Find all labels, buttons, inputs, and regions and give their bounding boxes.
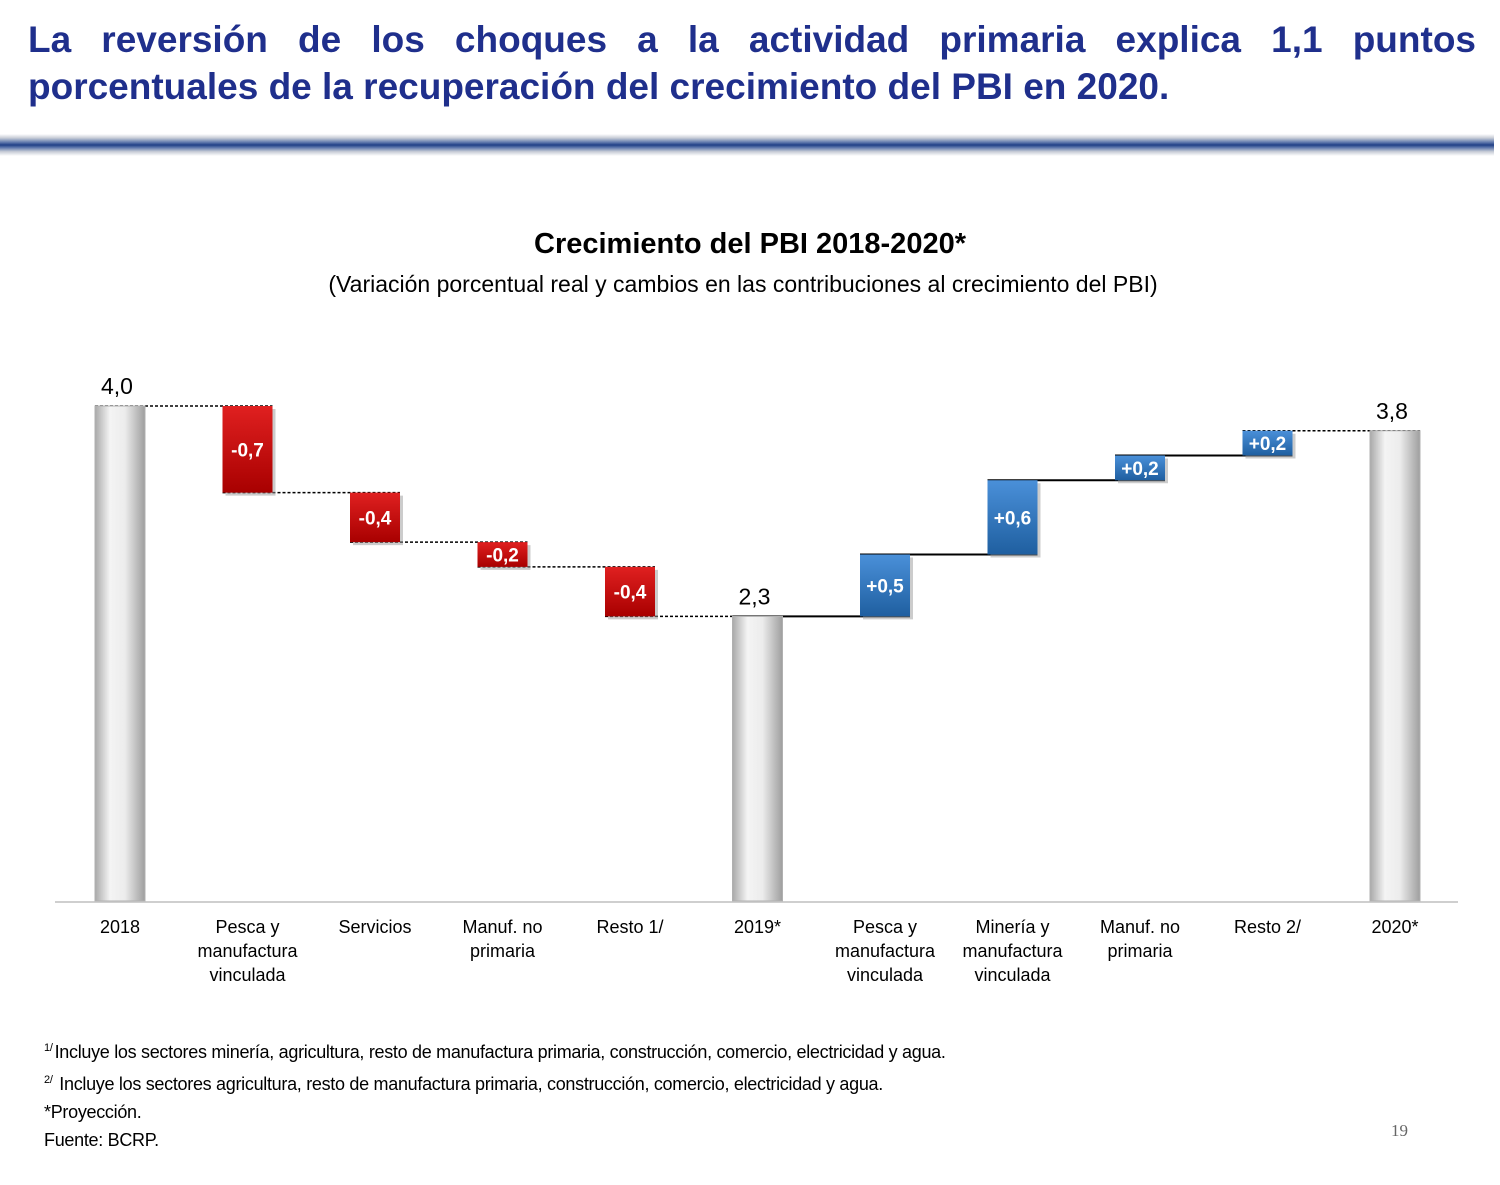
footnote-2-mark: 2/ bbox=[44, 1074, 53, 1086]
change-value-label: -0,2 bbox=[486, 546, 519, 567]
increase-bar bbox=[1115, 455, 1165, 481]
x-tick-label: Minería y bbox=[975, 917, 1049, 937]
change-value-label: -0,4 bbox=[359, 508, 392, 529]
slide-headline: La reversión de los choques a la activid… bbox=[28, 19, 1476, 107]
increase-bar bbox=[1242, 430, 1293, 456]
x-tick-label: Pesca y bbox=[215, 917, 279, 937]
decrease-bar bbox=[605, 566, 655, 617]
footnote-2: 2/ Incluye los sectores agricultura, res… bbox=[44, 1066, 946, 1098]
x-tick-label: vinculada bbox=[847, 965, 924, 985]
footnote-1-text: Incluye los sectores minería, agricultur… bbox=[54, 1042, 946, 1062]
change-value-label: -0,4 bbox=[614, 583, 647, 604]
chart-subtitle: (Variación porcentual real y cambios en … bbox=[328, 271, 1158, 297]
change-value-label: +0,6 bbox=[994, 508, 1032, 529]
change-value-label: +0,2 bbox=[1121, 459, 1159, 480]
change-value-label: -0,7 bbox=[231, 440, 264, 461]
total-bar bbox=[94, 405, 146, 902]
x-tick-label: manufactura bbox=[962, 941, 1063, 961]
x-tick-label: manufactura bbox=[835, 941, 936, 961]
x-tick-label: vinculada bbox=[209, 965, 286, 985]
x-tick-label: Servicios bbox=[338, 917, 411, 937]
chart-title: Crecimiento del PBI 2018-2020* bbox=[534, 228, 966, 260]
source-note: Fuente: BCRP. bbox=[44, 1130, 159, 1150]
footnote-projection: *Proyección. bbox=[44, 1102, 142, 1122]
change-value-label: +0,5 bbox=[866, 576, 904, 597]
footnote-1-mark: 1/ bbox=[44, 1042, 53, 1054]
waterfall-chart: 4,0 2018 -0,7 Pesca y manufactura vinculada -0… bbox=[55, 373, 1458, 985]
footnote-1: 1/Incluye los sectores minería, agricult… bbox=[44, 1034, 946, 1066]
x-tick-label: 2019* bbox=[734, 917, 781, 937]
footnotes: 1/Incluye los sectores minería, agricult… bbox=[44, 1034, 946, 1154]
total-bar bbox=[732, 615, 783, 902]
x-tick-label: Resto 2/ bbox=[1234, 917, 1301, 937]
increase-bar bbox=[987, 480, 1038, 555]
x-tick-label: Resto 1/ bbox=[596, 917, 663, 937]
x-tick-label: 2018 bbox=[100, 917, 140, 937]
total-value-label: 3,8 bbox=[1376, 398, 1408, 424]
page-number: 19 bbox=[1391, 1121, 1408, 1140]
x-tick-label: primaria bbox=[1107, 941, 1173, 961]
x-tick-label: 2020* bbox=[1371, 917, 1418, 937]
x-tick-label: Manuf. no bbox=[462, 917, 542, 937]
decrease-bar bbox=[477, 542, 528, 567]
change-value-label: +0,2 bbox=[1249, 434, 1287, 455]
total-bar bbox=[1369, 430, 1421, 902]
footnote-2-text: Incluye los sectores agricultura, resto … bbox=[59, 1074, 883, 1094]
decrease-bar bbox=[222, 406, 273, 493]
x-tick-label: Pesca y bbox=[853, 917, 917, 937]
total-value-label: 4,0 bbox=[101, 373, 133, 399]
x-tick-label: manufactura bbox=[197, 941, 298, 961]
total-value-label: 2,3 bbox=[739, 583, 771, 609]
header-divider bbox=[0, 134, 1494, 156]
x-tick-label: vinculada bbox=[974, 965, 1051, 985]
decrease-bar bbox=[350, 492, 400, 543]
increase-bar bbox=[860, 554, 910, 617]
x-tick-label: Manuf. no bbox=[1100, 917, 1180, 937]
x-tick-label: primaria bbox=[470, 941, 536, 961]
